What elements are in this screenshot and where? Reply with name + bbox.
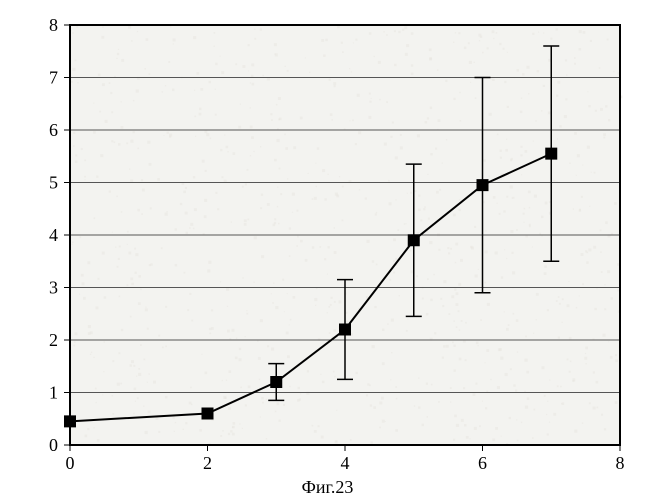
data-point-marker <box>202 408 213 419</box>
y-tick-label: 3 <box>49 278 58 298</box>
data-point-marker <box>477 180 488 191</box>
y-tick-label: 4 <box>49 225 58 245</box>
x-tick-label: 2 <box>203 453 212 473</box>
figure-caption: Фиг.23 <box>0 477 655 498</box>
y-tick-label: 1 <box>49 383 58 403</box>
y-tick-label: 5 <box>49 173 58 193</box>
y-tick-label: 0 <box>49 435 58 455</box>
data-point-marker <box>546 148 557 159</box>
x-tick-label: 0 <box>66 453 75 473</box>
data-point-marker <box>271 377 282 388</box>
y-tick-label: 6 <box>49 120 58 140</box>
x-tick-label: 6 <box>478 453 487 473</box>
y-tick-label: 8 <box>49 15 58 35</box>
data-point-marker <box>65 416 76 427</box>
data-point-marker <box>340 324 351 335</box>
chart-plot: 0 1 2 3 4 5 6 7 8 0 2 4 6 8 <box>0 0 655 500</box>
x-tick-label: 4 <box>341 453 350 473</box>
data-point-marker <box>408 235 419 246</box>
figure-container: 0 1 2 3 4 5 6 7 8 0 2 4 6 8 Фиг.23 <box>0 0 655 500</box>
y-tick-label: 7 <box>49 68 58 88</box>
y-tick-label: 2 <box>49 330 58 350</box>
x-tick-label: 8 <box>616 453 625 473</box>
